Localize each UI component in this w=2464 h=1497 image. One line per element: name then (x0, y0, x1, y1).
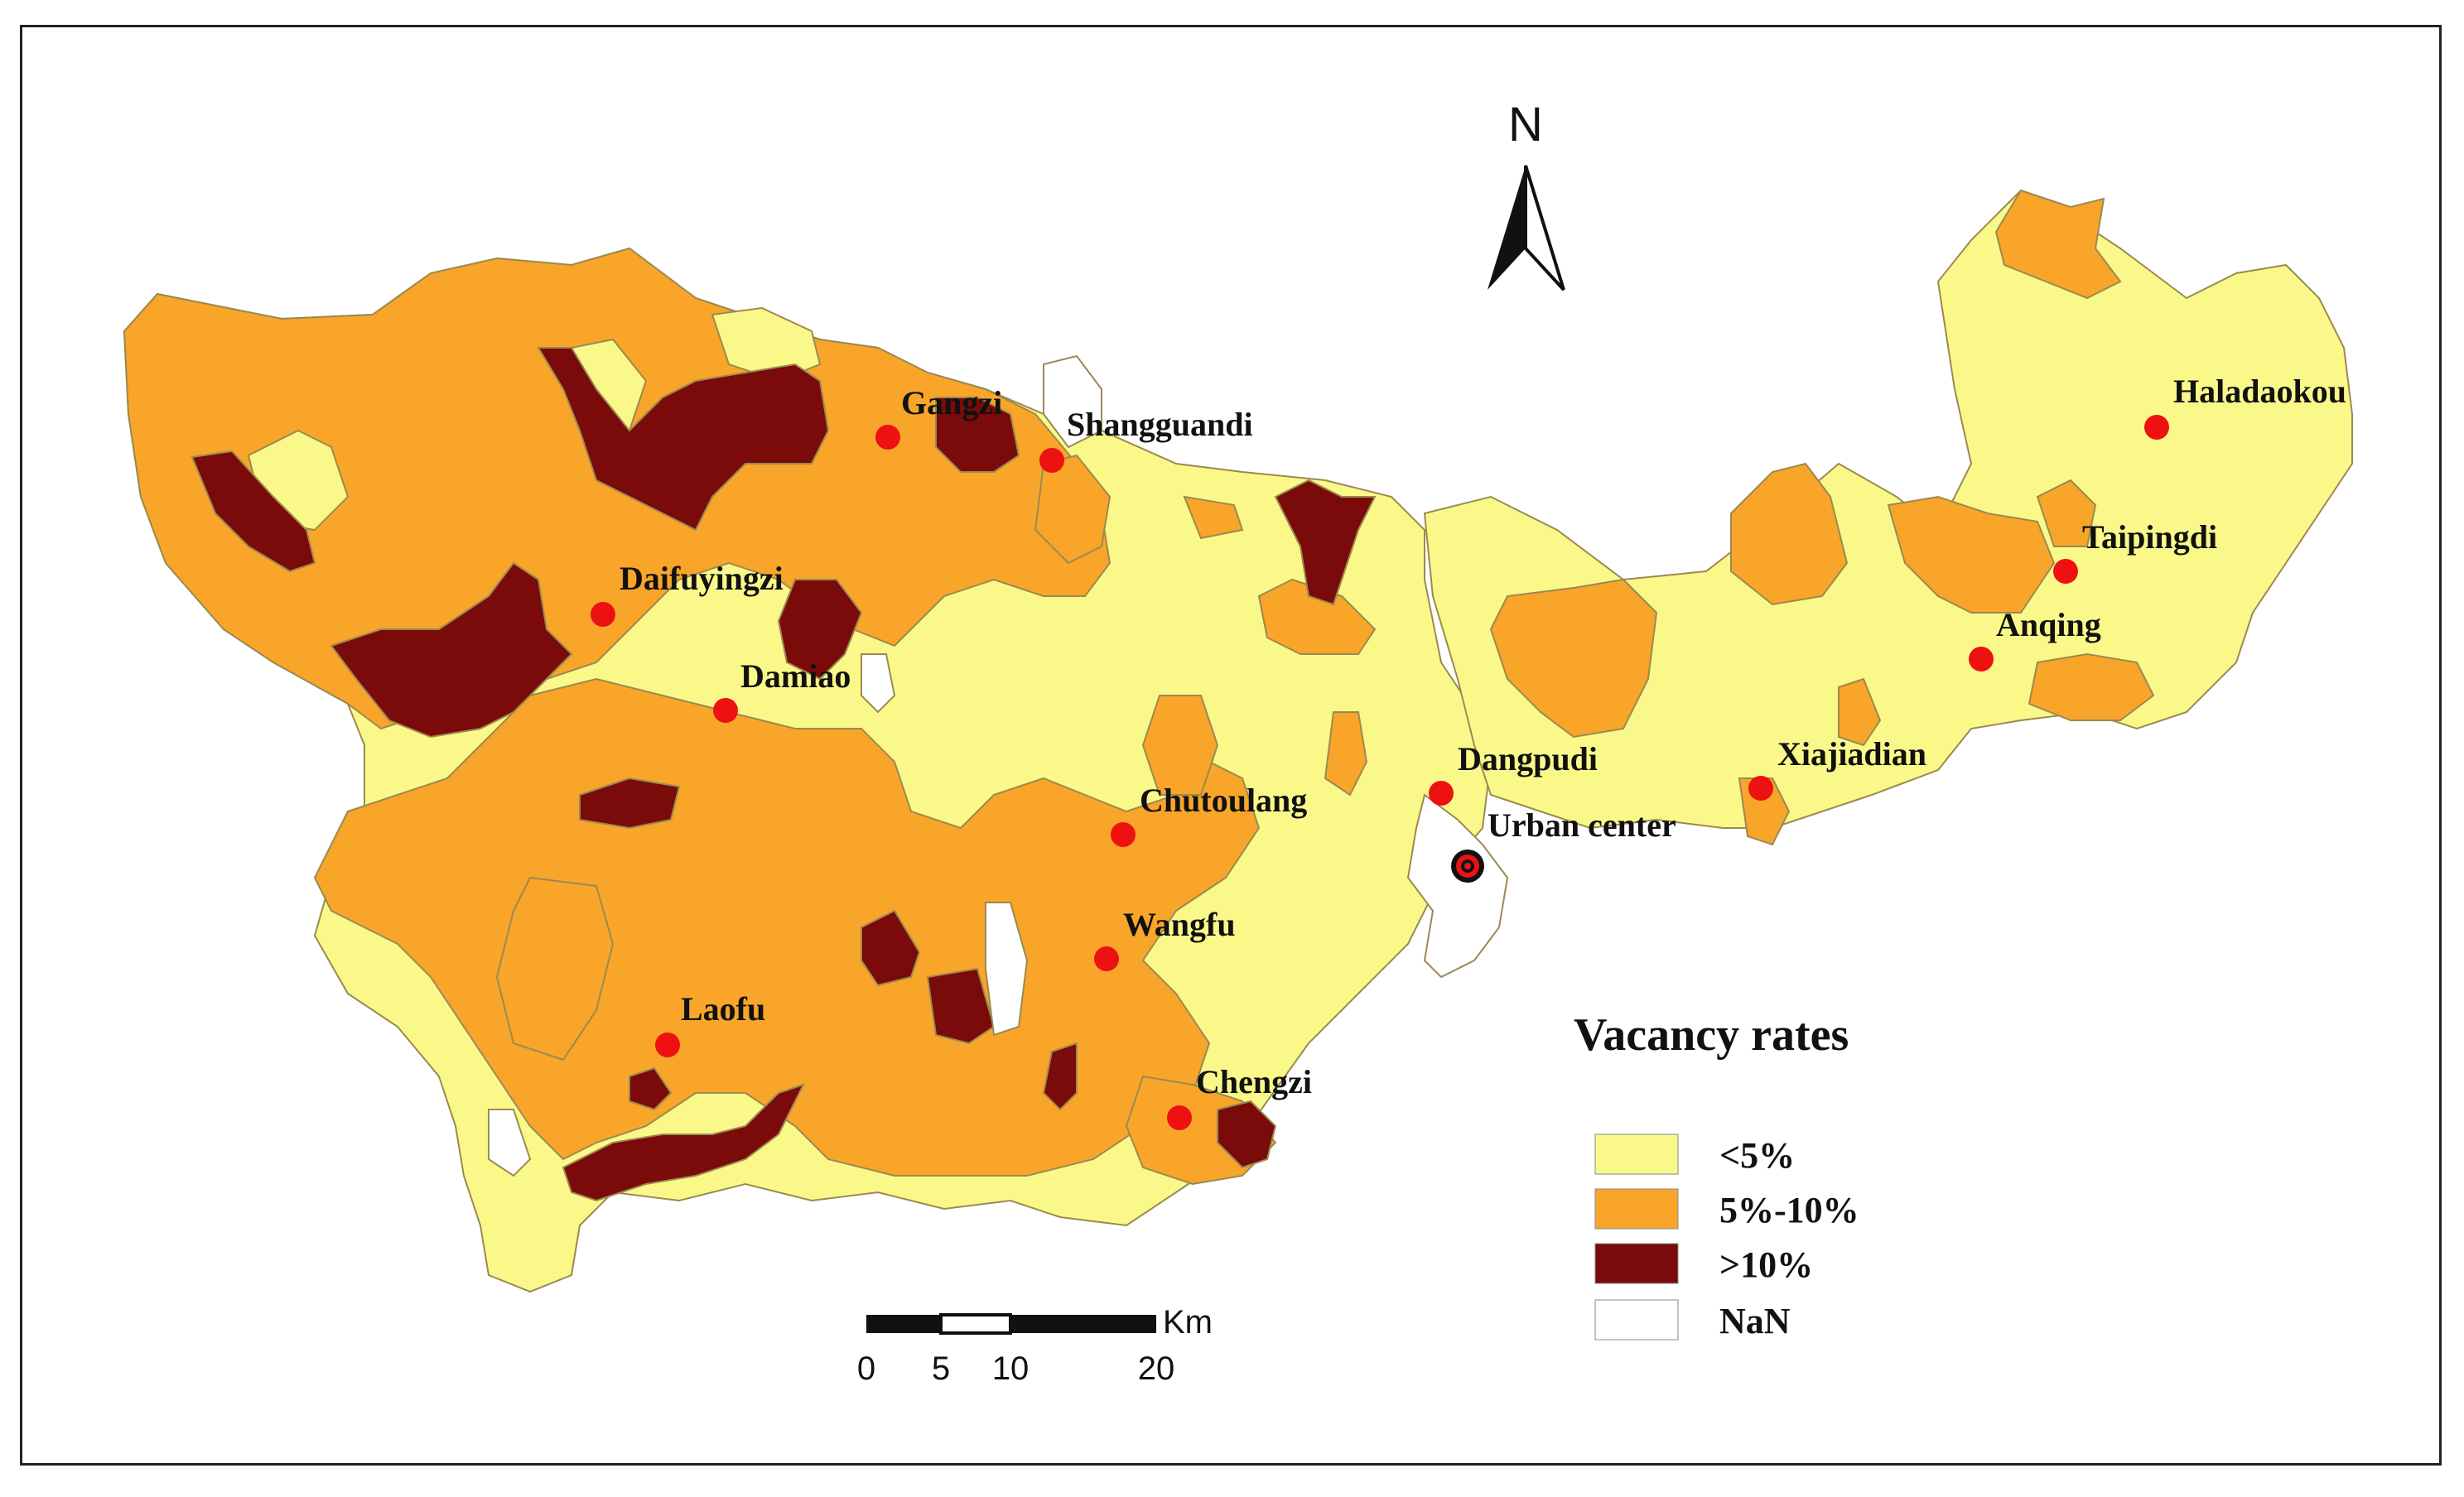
legend-title: Vacancy rates (1574, 1009, 1849, 1061)
legend: Vacancy rates <5% 5%-10% >10% NaN (1574, 1009, 1859, 1341)
scale-tick-10: 10 (992, 1350, 1029, 1387)
label-gangzi: Gangzi (901, 384, 1002, 421)
marker-wangfu (1094, 946, 1119, 971)
marker-anqing (1969, 647, 1994, 671)
north-arrow-right-half (1524, 165, 1565, 291)
region-mid-shangguandi (1034, 454, 1111, 565)
legend-label-nan: NaN (1719, 1301, 1791, 1341)
scale-segment-5-10 (939, 1313, 1012, 1335)
region-nan-urban (1406, 793, 1509, 979)
region-high-gangzi (935, 397, 1020, 473)
region-mid-center-east (1257, 578, 1377, 655)
legend-swatch-high (1594, 1243, 1679, 1284)
urban-center-icon (1451, 850, 1484, 883)
scale-tick-5: 5 (932, 1350, 950, 1387)
scale-bar: Km 0 5 10 20 (857, 1304, 1213, 1387)
region-mid-east-a (1489, 578, 1658, 739)
region-mid-east-f (2028, 652, 2155, 721)
label-urban-center: Urban center (1488, 806, 1676, 844)
region-high-south-c (1042, 1042, 1078, 1111)
marker-xiajiadian (1748, 776, 1773, 801)
region-high-far-west (190, 450, 316, 573)
region-mid-center-east-b (1324, 711, 1368, 797)
region-high-laofu-a (629, 1066, 673, 1111)
marker-gangzi (875, 425, 900, 450)
region-mid-east-e (2036, 479, 2097, 547)
region-nan-north (1043, 354, 1102, 449)
north-arrow: N (1488, 98, 1565, 291)
marker-damiao (713, 698, 738, 723)
label-daifuyingzi: Daifuyingzi (620, 560, 784, 597)
label-laofu: Laofu (681, 990, 765, 1028)
legend-label-mid: 5%-10% (1719, 1190, 1859, 1230)
marker-daifuyingzi (591, 602, 615, 627)
marker-shangguandi (1039, 448, 1064, 473)
region-mid-east-b (1730, 462, 1849, 606)
marker-laofu (655, 1032, 680, 1057)
label-chutoulang: Chutoulang (1140, 782, 1307, 819)
label-shangguandi: Shangguandi (1067, 406, 1253, 443)
region-high-damiao (777, 579, 863, 681)
region-mid-center-mid (1183, 495, 1244, 540)
high-regions (190, 347, 1377, 1202)
orange-regions (123, 189, 2155, 1186)
legend-label-high: >10% (1719, 1244, 1813, 1285)
region-mid-east-g (1838, 677, 1882, 747)
label-damiao: Damiao (740, 657, 851, 695)
north-arrow-left-half (1488, 166, 1526, 290)
nan-regions (488, 354, 1509, 1177)
legend-label-low: <5% (1719, 1135, 1795, 1176)
label-chengzi: Chengzi (1196, 1063, 1312, 1100)
legend-swatch-mid (1594, 1188, 1679, 1230)
marker-chengzi (1167, 1105, 1192, 1130)
marker-dangpudi (1429, 781, 1454, 806)
legend-swatch-low (1594, 1134, 1679, 1175)
region-high-north-a (537, 347, 830, 532)
label-haladaokou: Haladaokou (2173, 373, 2346, 410)
marker-haladaokou (2144, 415, 2169, 440)
region-high-south-b (926, 967, 996, 1045)
region-mid-south (495, 876, 615, 1061)
place-markers: Gangzi Shangguandi Daifuyingzi Damiao Ch… (591, 373, 2346, 1130)
region-nan-southwest (488, 1109, 532, 1177)
region-high-center-west (579, 777, 681, 830)
region-yellow-inset-north (711, 306, 822, 383)
marker-chutoulang (1111, 822, 1136, 847)
region-nan-center-south (985, 902, 1029, 1037)
region-high-laofu-b (562, 1083, 805, 1202)
scale-tick-20: 20 (1138, 1350, 1175, 1387)
north-arrow-label: N (1508, 98, 1543, 152)
label-xiajiadian: Xiajiadian (1777, 735, 1926, 773)
region-mid-east-c (1887, 495, 2056, 614)
scale-unit: Km (1163, 1304, 1213, 1341)
label-anqing: Anqing (1996, 606, 2101, 643)
legend-swatch-nan (1594, 1299, 1679, 1341)
region-mid-east-d (1994, 189, 2122, 300)
region-high-north-east (1274, 479, 1377, 606)
label-wangfu: Wangfu (1123, 906, 1236, 943)
region-high-west (330, 561, 573, 739)
scale-segment-0-5 (866, 1315, 941, 1333)
region-nan-damiao (861, 653, 896, 714)
scale-segment-10-20 (1010, 1315, 1156, 1333)
region-mid-center-east-c (1141, 695, 1219, 796)
region-high-chengzi (1217, 1100, 1277, 1169)
label-taipingdi: Taipingdi (2082, 518, 2217, 556)
label-dangpudi: Dangpudi (1458, 740, 1598, 777)
marker-taipingdi (2053, 559, 2078, 584)
region-high-south-a (861, 909, 921, 987)
scale-tick-0: 0 (857, 1350, 875, 1387)
